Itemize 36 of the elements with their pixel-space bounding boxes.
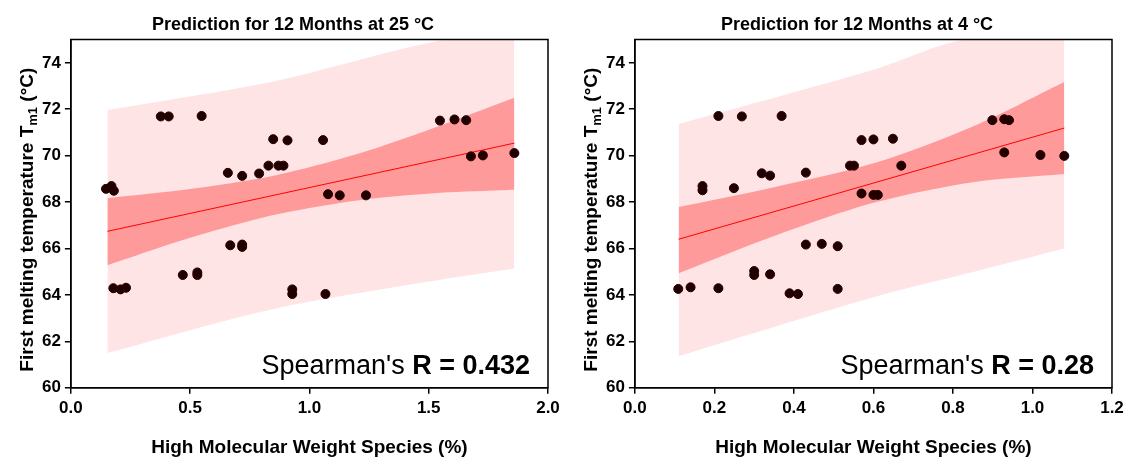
x-tick-label: 0.6: [861, 397, 886, 417]
y-axis-title: First melting temperature Tm1 (°C): [580, 67, 604, 372]
x-axis-title: High Molecular Weight Species (%): [715, 435, 1032, 457]
x-tick-label: 1.2: [1100, 397, 1124, 417]
y-tick-label: 68: [605, 191, 625, 211]
y-tick-label: 60: [605, 377, 625, 397]
y-tick-label: 74: [605, 52, 626, 72]
annotation: Spearman's R = 0.432: [261, 349, 531, 380]
y-tick-label: 60: [41, 377, 61, 397]
y-tick-label: 64: [605, 284, 626, 304]
x-tick-label: 0.5: [178, 397, 202, 417]
x-tick-label: 0.0: [59, 397, 83, 417]
y-tick-label: 74: [41, 52, 62, 72]
annotation: Spearman's R = 0.28: [840, 349, 1095, 380]
x-tick-label: 2.0: [536, 397, 560, 417]
x-tick-label: 0.4: [782, 397, 807, 417]
x-tick-label: 1.5: [416, 397, 441, 417]
y-tick-label: 66: [605, 238, 625, 258]
x-tick-label: 1.0: [297, 397, 322, 417]
y-tick-label: 72: [41, 98, 61, 118]
y-tick-label: 66: [41, 238, 61, 258]
y-tick-label: 62: [605, 331, 625, 351]
y-tick-label: 72: [605, 98, 625, 118]
y-axis-title: First melting temperature Tm1 (°C): [16, 67, 40, 372]
y-tick-label: 70: [41, 145, 61, 165]
y-tick-label: 68: [41, 191, 61, 211]
y-tick-label: 62: [41, 331, 61, 351]
x-axis-title: High Molecular Weight Species (%): [151, 435, 468, 457]
x-tick-label: 1.0: [1020, 397, 1045, 417]
x-tick-label: 0.2: [702, 397, 727, 417]
x-tick-label: 0.0: [623, 397, 647, 417]
y-tick-label: 70: [605, 145, 625, 165]
chart-title: Prediction for 12 Months at 4 °C: [720, 13, 994, 34]
y-tick-label: 64: [41, 284, 62, 304]
x-tick-label: 0.8: [941, 397, 965, 417]
chart-title: Prediction for 12 Months at 25 °C: [151, 13, 435, 34]
